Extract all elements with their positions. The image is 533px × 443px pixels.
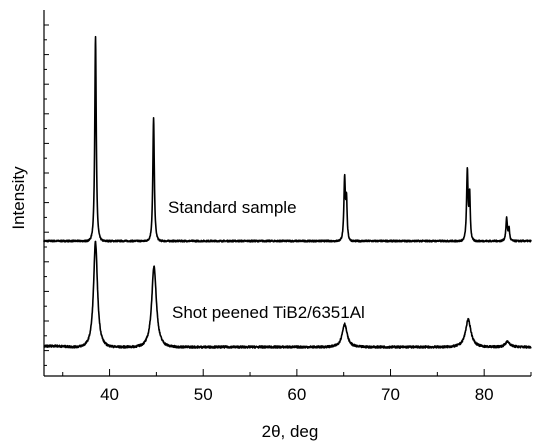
- series-traces: [43, 35, 532, 349]
- x-tick-label: 40: [100, 385, 119, 404]
- x-axis-ticks: 40 50 60 70 80: [62, 369, 532, 404]
- x-tick-label: 60: [287, 385, 306, 404]
- x-tick-label: 50: [194, 385, 213, 404]
- y-axis-ticks: [44, 24, 49, 366]
- plot-frame: [43, 10, 531, 377]
- x-tick-label: 70: [381, 385, 400, 404]
- x-axis-title: 2θ, deg: [262, 422, 319, 441]
- x-tick-label: 80: [475, 385, 494, 404]
- series-label-standard-sample: Standard sample: [168, 198, 297, 217]
- y-axis-title: Intensity: [9, 166, 28, 230]
- series-line-standard-sample: [43, 35, 532, 243]
- series-line-shot-peened: [43, 240, 532, 349]
- series-label-shot-peened: Shot peened TiB2/6351Al: [172, 303, 365, 322]
